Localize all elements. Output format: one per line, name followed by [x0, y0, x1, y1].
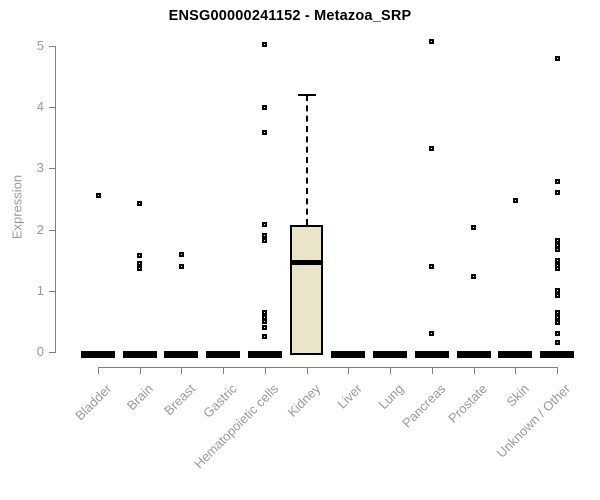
- outlier-point: [554, 55, 560, 61]
- outlier-point: [262, 325, 268, 331]
- x-axis-tick-label: Brain: [124, 381, 157, 414]
- x-axis-tick-label: Lung: [375, 381, 407, 413]
- outlier-point: [137, 265, 143, 271]
- x-axis-tick-label: Bladder: [72, 381, 115, 424]
- outlier-point: [554, 178, 560, 184]
- x-axis-tick: [557, 367, 558, 374]
- outlier-point: [262, 105, 268, 111]
- outlier-point: [554, 319, 560, 325]
- x-axis-tick: [431, 367, 433, 374]
- x-axis-line: [98, 367, 558, 368]
- outlier-point: [554, 309, 560, 315]
- x-axis-tick-label: Prostate: [445, 381, 491, 426]
- x-axis-tick-label: Liver: [334, 381, 365, 412]
- outlier-point: [262, 309, 268, 315]
- outlier-point: [554, 247, 560, 253]
- outlier-point: [262, 221, 268, 227]
- y-axis-tick-label: 3: [36, 160, 44, 176]
- x-axis-tick: [515, 367, 517, 374]
- x-axis-tick-label: Breast: [160, 381, 199, 419]
- outlier-point: [262, 318, 268, 324]
- outlier-point: [471, 274, 477, 280]
- outlier-point: [554, 190, 560, 196]
- median-line: [414, 351, 449, 358]
- box-rect: [290, 224, 324, 355]
- outlier-point: [554, 238, 560, 244]
- x-axis-tick-label: Kidney: [284, 381, 324, 420]
- median-line: [164, 351, 199, 358]
- median-line: [81, 351, 115, 358]
- outlier-point: [554, 330, 560, 336]
- median-line: [331, 351, 366, 358]
- outlier-point: [137, 252, 143, 258]
- x-axis-tick: [348, 367, 350, 374]
- y-axis-tick-label: 4: [36, 99, 44, 115]
- x-axis-tick: [181, 367, 183, 374]
- outlier-point: [262, 237, 268, 243]
- y-axis-tick: [49, 46, 55, 47]
- x-axis-tick: [390, 367, 392, 374]
- x-axis-tick: [473, 367, 475, 374]
- y-axis-tick: [49, 107, 55, 109]
- x-axis-tick: [98, 367, 99, 374]
- median-line: [456, 351, 491, 358]
- y-axis-tick: [49, 352, 55, 353]
- x-axis-tick: [223, 367, 225, 374]
- outlier-point: [554, 243, 560, 248]
- y-axis-tick-label: 0: [36, 344, 44, 359]
- y-axis-line: [55, 46, 56, 353]
- outlier-point: [95, 193, 101, 199]
- x-axis-tick: [306, 367, 308, 374]
- outlier-point: [262, 42, 268, 48]
- whisker-line: [305, 94, 308, 225]
- outlier-point: [554, 339, 560, 345]
- y-axis-tick: [49, 290, 55, 292]
- outlier-point: [512, 198, 518, 204]
- x-axis-tick-label: Unknown / Other: [494, 381, 574, 461]
- outlier-point: [471, 225, 477, 231]
- x-axis-tick-label: Pancreas: [398, 381, 449, 431]
- median-line: [498, 351, 533, 358]
- y-axis-tick: [49, 229, 55, 231]
- outlier-point: [429, 264, 435, 270]
- outlier-point: [137, 200, 143, 206]
- x-axis-tick: [139, 367, 141, 374]
- outlier-point: [429, 330, 435, 336]
- outlier-point: [554, 266, 560, 272]
- y-axis-tick: [49, 168, 55, 170]
- outlier-point: [178, 264, 184, 270]
- y-axis-tick-label: 2: [36, 221, 44, 237]
- median-line: [122, 351, 157, 358]
- outlier-point: [262, 334, 268, 340]
- outlier-point: [554, 293, 560, 299]
- y-axis-tick-label: 1: [36, 282, 44, 298]
- outlier-point: [262, 130, 268, 136]
- whisker-cap: [297, 93, 316, 96]
- median-line: [540, 351, 574, 358]
- outlier-point: [429, 146, 435, 152]
- outlier-point: [262, 314, 268, 320]
- x-axis-tick-label: Gastric: [200, 381, 240, 421]
- x-axis-tick: [264, 367, 266, 374]
- outlier-point: [554, 314, 560, 320]
- median-line: [206, 351, 241, 358]
- median-line: [247, 351, 282, 358]
- median-line: [290, 259, 324, 265]
- y-axis-tick-label: 5: [36, 38, 44, 53]
- outlier-point: [262, 232, 268, 238]
- chart-title: ENSG00000241152 - Metazoa_SRP: [168, 8, 412, 24]
- outlier-point: [178, 251, 184, 257]
- outlier-point: [137, 260, 143, 266]
- median-line: [373, 351, 408, 358]
- outlier-point: [554, 257, 560, 263]
- x-axis-tick-label: Skin: [503, 381, 532, 410]
- outlier-point: [554, 288, 560, 294]
- outlier-point: [429, 39, 435, 45]
